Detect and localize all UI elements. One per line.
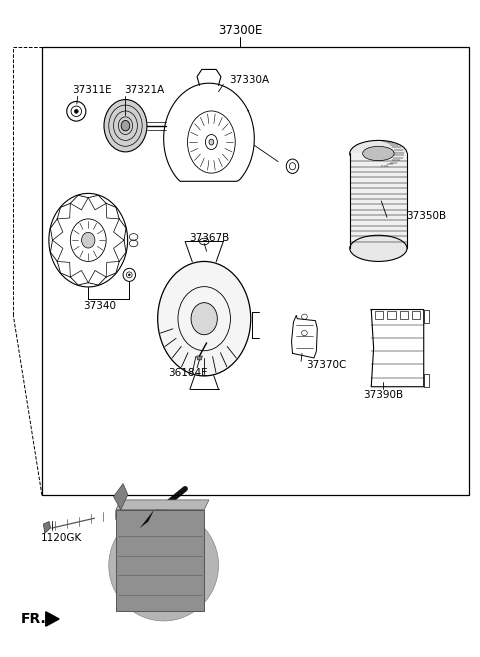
Ellipse shape [191, 303, 217, 334]
Ellipse shape [128, 274, 130, 276]
Ellipse shape [104, 99, 147, 152]
Ellipse shape [109, 510, 218, 621]
Polygon shape [46, 612, 59, 626]
Text: 37350B: 37350B [406, 211, 446, 221]
Text: 37370C: 37370C [306, 360, 346, 370]
Ellipse shape [157, 261, 251, 376]
Bar [375, 311, 383, 319]
Text: 37367B: 37367B [189, 233, 229, 243]
Polygon shape [116, 500, 209, 510]
Polygon shape [197, 356, 202, 360]
Ellipse shape [350, 141, 407, 167]
Text: 37300E: 37300E [218, 24, 262, 37]
Text: 37330A: 37330A [229, 75, 270, 85]
Text: 37390B: 37390B [363, 390, 403, 400]
Ellipse shape [363, 147, 394, 161]
Bar [412, 311, 420, 319]
Ellipse shape [74, 109, 78, 113]
Text: 36184E: 36184E [168, 368, 207, 378]
Bar [424, 309, 430, 323]
Text: 37321A: 37321A [124, 85, 165, 95]
Bar [116, 510, 204, 611]
Ellipse shape [209, 139, 214, 145]
Ellipse shape [121, 120, 130, 131]
Bar [350, 154, 407, 248]
Bar [387, 311, 396, 319]
Text: 1120GK: 1120GK [40, 533, 82, 543]
Text: FR.: FR. [21, 612, 46, 626]
Bar [424, 374, 430, 387]
Polygon shape [140, 510, 154, 528]
Ellipse shape [350, 235, 407, 261]
Polygon shape [114, 484, 128, 510]
Bar [400, 311, 408, 319]
Text: 37340: 37340 [83, 301, 116, 311]
Ellipse shape [82, 233, 95, 248]
Text: 37311E: 37311E [72, 85, 112, 95]
Bar [42, 47, 469, 495]
Polygon shape [43, 522, 50, 533]
